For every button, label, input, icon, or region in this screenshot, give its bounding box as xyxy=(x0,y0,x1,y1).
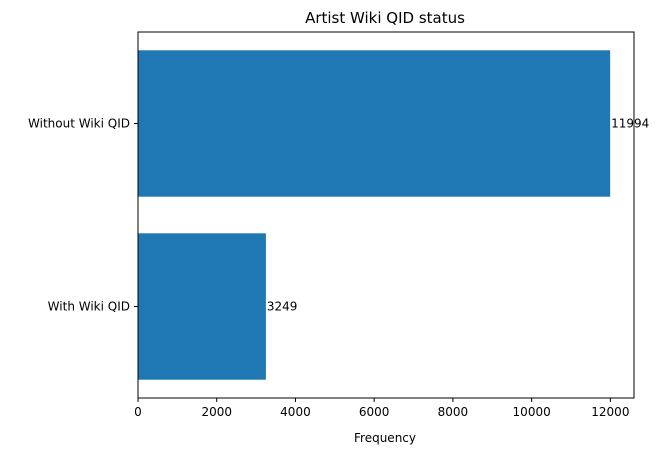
x-tick-label: 6000 xyxy=(359,405,390,419)
y-tick-label: Without Wiki QID xyxy=(28,117,130,131)
x-tick-label: 0 xyxy=(134,405,142,419)
x-axis: 0 2000 4000 6000 8000 10000 12000 xyxy=(134,398,629,419)
x-tick-label: 2000 xyxy=(201,405,232,419)
data-label: 3249 xyxy=(267,300,298,314)
x-tick-label: 8000 xyxy=(438,405,469,419)
y-axis: Without Wiki QID With Wiki QID xyxy=(28,117,138,314)
x-tick-label: 10000 xyxy=(513,405,551,419)
data-labels-layer: 11994 3249 xyxy=(267,117,649,314)
data-label: 11994 xyxy=(611,117,649,131)
x-axis-label: Frequency xyxy=(354,431,416,445)
plot-frame xyxy=(137,31,635,399)
x-tick-label: 12000 xyxy=(591,405,629,419)
y-tick-label: With Wiki QID xyxy=(48,300,130,314)
chart-title: Artist Wiki QID status xyxy=(305,9,465,27)
bar-without-wiki-qid xyxy=(138,50,611,197)
x-tick-label: 4000 xyxy=(280,405,311,419)
bars-layer xyxy=(138,50,611,380)
bar-with-wiki-qid xyxy=(138,233,266,380)
